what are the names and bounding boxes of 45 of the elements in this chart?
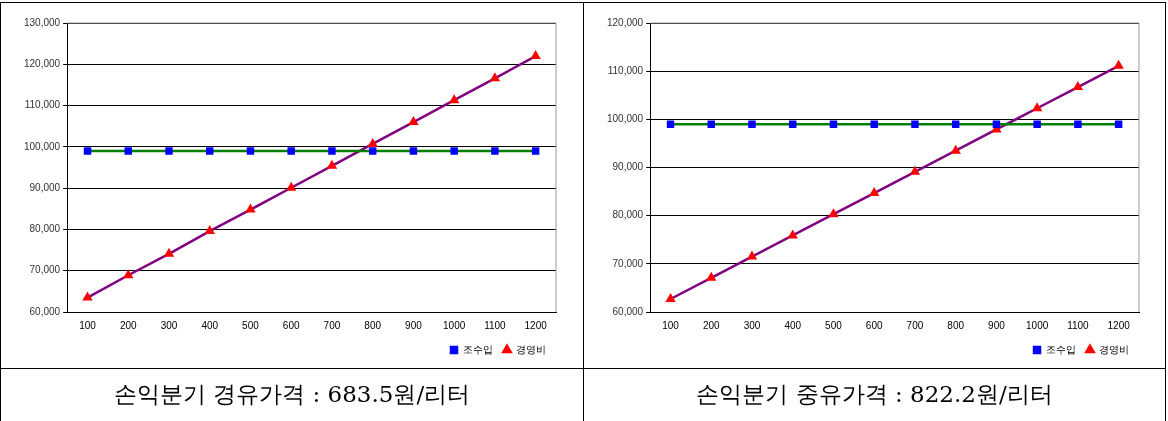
x-tick-label: 800 [364,319,382,331]
text: 손익분기 경유가격 : 683.5원/리터 [112,380,472,409]
y-tick-label: 70,000 [29,264,61,276]
legend-label: 조수입 [1046,343,1076,355]
legend-label: 경영비 [516,343,546,355]
x-tick-label: 200 [702,319,721,331]
y-tick-label: 110,000 [607,64,644,76]
y-tick-label: 80,000 [29,223,61,235]
y-tick-label: 80,000 [612,209,644,221]
x-tick-label: 1200 [1107,319,1131,331]
y-tick-label: 100,000 [23,140,61,152]
y-tick-label: 60,000 [29,305,61,317]
y-tick-label: 110,000 [24,99,61,111]
x-tick-label: 1100 [484,319,507,331]
x-tick-label: 900 [405,319,423,331]
y-tick-label: 70,000 [612,257,644,269]
x-tick-label: 1000 [1026,319,1049,331]
x-tick-label: 100 [79,319,97,331]
y-tick-label: 120,000 [606,16,644,28]
x-tick-label: 100 [662,319,680,331]
x-tick-label: 700 [906,319,924,331]
x-tick-label: 1100 [1067,319,1090,331]
x-tick-label: 400 [201,319,219,331]
y-tick-label: 90,000 [612,161,644,173]
x-tick-label: 600 [865,319,883,331]
x-tick-label: 1200 [524,319,548,331]
x-tick-label: 300 [743,319,761,331]
x-tick-label: 500 [242,319,260,331]
x-tick-label: 900 [988,319,1006,331]
y-tick-label: 60,000 [612,305,644,317]
x-tick-label: 500 [825,319,843,331]
y-tick-label: 120,000 [23,58,61,70]
x-tick-label: 400 [784,319,802,331]
x-tick-label: 700 [323,319,341,331]
x-tick-label: 600 [282,319,300,331]
x-tick-label: 300 [160,319,178,331]
x-tick-label: 800 [947,319,965,331]
x-tick-label: 1000 [443,319,466,331]
legend-label: 경영비 [1099,343,1129,355]
y-tick-label: 100,000 [606,113,644,125]
legend-label: 조수입 [463,343,493,355]
y-tick-label: 90,000 [29,181,61,193]
x-tick-label: 200 [119,319,138,331]
y-tick-label: 130,000 [23,16,61,28]
text: 손익분기 중유가격 : 822.2원/리터 [695,380,1054,409]
